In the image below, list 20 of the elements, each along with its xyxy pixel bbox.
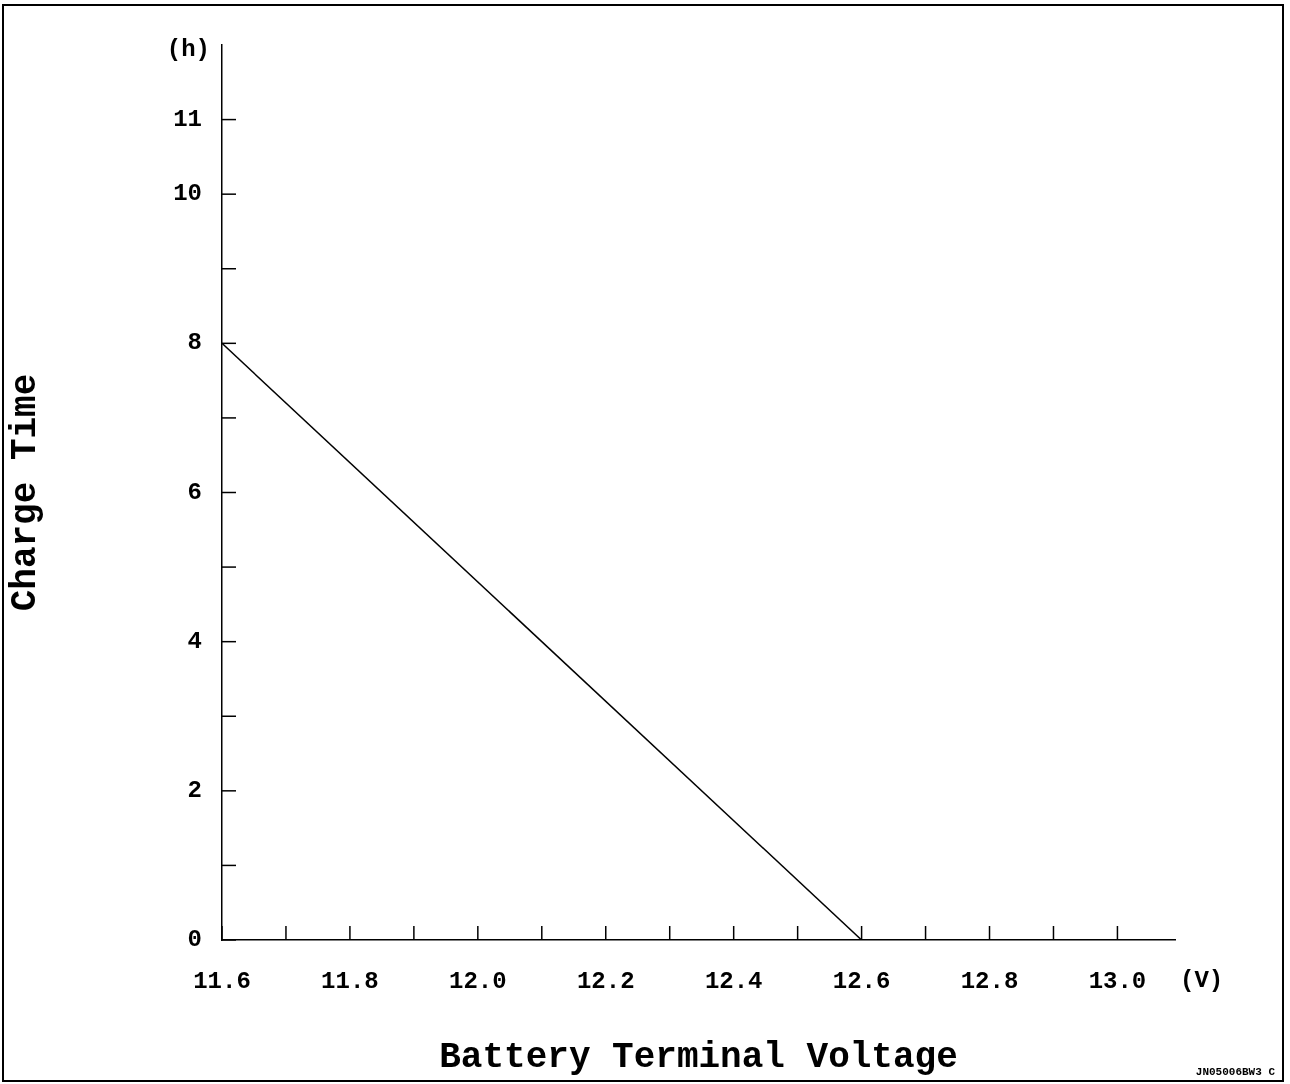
text: (h) [166, 36, 210, 64]
x-tick-label: 12.4 [704, 968, 763, 996]
x-tick-label: 12.6 [832, 968, 891, 996]
x-tick-label: 13.0 [1088, 968, 1147, 996]
x-tick-label: 11.8 [321, 968, 379, 996]
y-tick-label: 0 [187, 926, 202, 954]
text: JN05006BW3 C [1195, 1065, 1276, 1078]
y-tick-label: 11 [173, 105, 202, 133]
y-axis-title: Charge Time [4, 373, 46, 612]
text: (V) [1180, 967, 1224, 995]
y-tick-label: 8 [187, 329, 202, 357]
y-tick-label: 10 [173, 180, 202, 208]
y-tick-label: 2 [187, 776, 202, 804]
y-tick-label: 4 [187, 627, 202, 655]
y-tick-label: 6 [187, 478, 202, 506]
x-axis-title: Battery Terminal Voltage [439, 1037, 958, 1079]
x-tick-label: 12.0 [449, 968, 507, 996]
x-tick-label: 11.6 [193, 968, 251, 996]
x-tick-label: 12.2 [576, 968, 635, 996]
x-tick-label: 12.8 [960, 968, 1019, 996]
